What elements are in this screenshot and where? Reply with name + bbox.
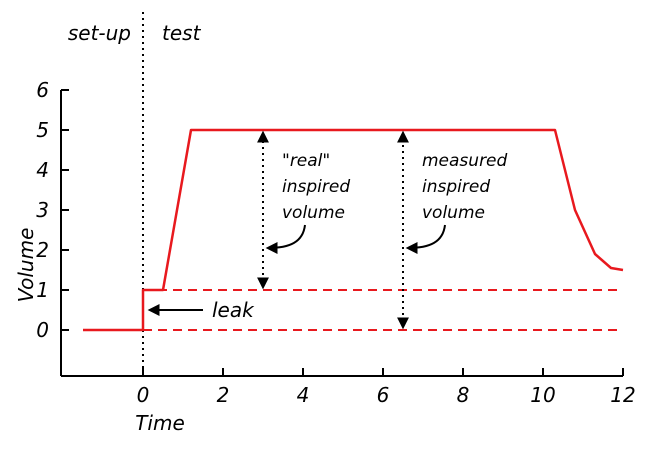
x-tick-label: 12: [610, 383, 635, 407]
annotation-measured-arrow: [405, 224, 446, 254]
annotation-real-line3: volume: [282, 203, 345, 223]
measure-arrows: [257, 130, 409, 330]
x-tick-label: 4: [297, 383, 310, 407]
y-tick-label: 2: [36, 238, 49, 262]
phase-label-test: test: [162, 21, 202, 45]
y-axis-title: Volume: [14, 228, 38, 303]
phase-label-setup: set-up: [68, 21, 131, 45]
annotation-measured-line1: measured: [422, 151, 508, 171]
annotation-measured-line2: inspired: [422, 177, 490, 197]
annotation-real-line1: "real": [282, 151, 330, 171]
x-tick-label: 6: [377, 383, 390, 407]
x-tick-label: 8: [457, 383, 470, 407]
y-tick-label: 3: [36, 198, 49, 222]
x-tick-label: 0: [137, 383, 150, 407]
y-tick-label: 4: [36, 158, 49, 182]
annotation-real-arrow: [265, 224, 306, 254]
x-tick-label: 2: [217, 383, 230, 407]
y-tick-label: 0: [36, 318, 49, 342]
x-axis-title: Time: [135, 411, 185, 435]
y-tick-label: 1: [36, 278, 49, 302]
series-line-volume: [83, 128, 624, 332]
annotation-real-line2: inspired: [282, 177, 350, 197]
x-tick-label: 10: [530, 383, 555, 407]
y-tick-label: 5: [36, 118, 49, 142]
annotation-leak: leak: [212, 298, 255, 322]
reference-lines: [143, 289, 623, 331]
y-tick-label: 6: [36, 78, 49, 102]
annotation-measured-line3: volume: [422, 203, 485, 223]
